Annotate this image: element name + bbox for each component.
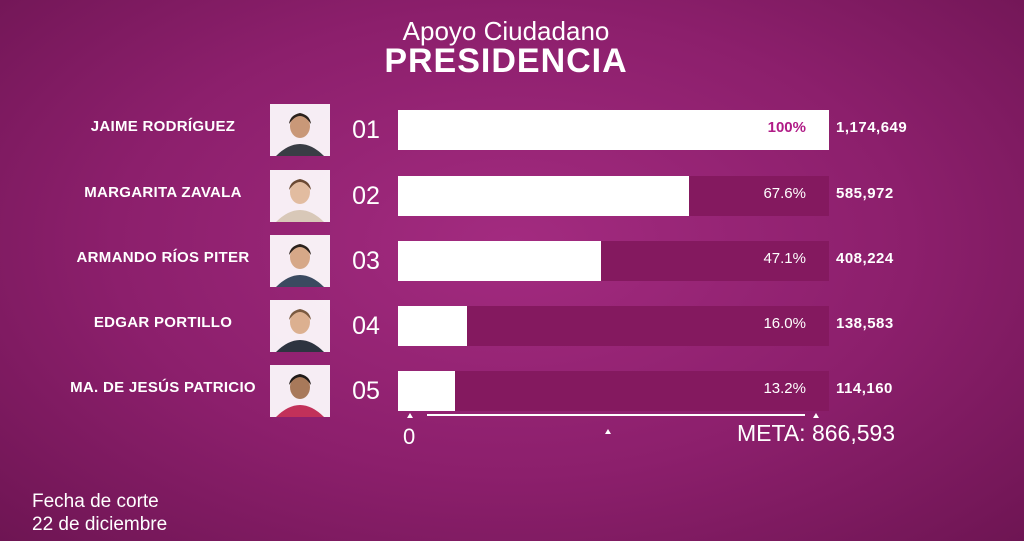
chart-subtitle: Apoyo Ciudadano — [402, 16, 610, 46]
candidate-rank: 03 — [352, 247, 380, 275]
vote-count: 585,972 — [836, 185, 894, 202]
candidate-name: ARMANDO RÍOS PITER — [76, 249, 250, 266]
axis-end-marker — [813, 413, 819, 418]
bar — [398, 110, 829, 150]
cutoff-date: Fecha de corte 22 de diciembre — [32, 490, 167, 536]
bar-row: JAIME RODRÍGUEZ 01 100% 1,174,649 — [0, 104, 1024, 156]
bar-track — [398, 371, 829, 411]
bar — [398, 176, 689, 216]
candidate-photo-icon — [270, 365, 330, 417]
candidate-rank: 04 — [352, 312, 380, 340]
bar — [398, 241, 601, 281]
candidate-photo-icon — [270, 235, 330, 287]
candidate-rank: 05 — [352, 377, 380, 405]
bar-row: EDGAR PORTILLO 04 16.0% 138,583 — [0, 300, 1024, 352]
candidate-photo-icon — [270, 170, 330, 222]
percent-label: 100% — [767, 119, 806, 136]
bar-row: MA. DE JESÚS PATRICIO 05 13.2% 114,160 — [0, 365, 1024, 417]
axis-mid-marker — [605, 429, 611, 434]
axis-zero-label: 0 — [403, 424, 416, 449]
candidate-name: JAIME RODRÍGUEZ — [90, 118, 236, 135]
candidate-name: EDGAR PORTILLO — [93, 314, 233, 331]
percent-label: 47.1% — [763, 250, 806, 267]
cutoff-label: Fecha de corte — [32, 491, 159, 512]
vote-count: 138,583 — [836, 315, 894, 332]
candidate-rank: 02 — [352, 182, 380, 210]
cutoff-value: 22 de diciembre — [32, 514, 168, 535]
bar-row: MARGARITA ZAVALA 02 67.6% 585,972 — [0, 170, 1024, 222]
bar-track — [398, 306, 829, 346]
axis-start-marker — [407, 413, 413, 418]
percent-label: 67.6% — [763, 185, 806, 202]
vote-count: 114,160 — [836, 380, 893, 397]
candidate-photo-icon — [270, 300, 330, 352]
percent-label: 13.2% — [763, 380, 806, 397]
candidate-name: MARGARITA ZAVALA — [84, 184, 242, 201]
candidate-photo-icon — [270, 104, 330, 156]
bar-row: ARMANDO RÍOS PITER 03 47.1% 408,224 — [0, 235, 1024, 287]
chart-title: PRESIDENCIA — [384, 42, 628, 80]
percent-label: 16.0% — [763, 315, 806, 332]
candidate-name: MA. DE JESÚS PATRICIO — [70, 379, 256, 396]
vote-count: 1,174,649 — [836, 119, 908, 136]
bar — [398, 306, 467, 346]
candidate-rank: 01 — [352, 116, 380, 144]
goal-label: META: 866,593 — [737, 420, 896, 446]
bar — [398, 371, 455, 411]
vote-count: 408,224 — [836, 250, 894, 267]
axis-line — [427, 414, 805, 416]
